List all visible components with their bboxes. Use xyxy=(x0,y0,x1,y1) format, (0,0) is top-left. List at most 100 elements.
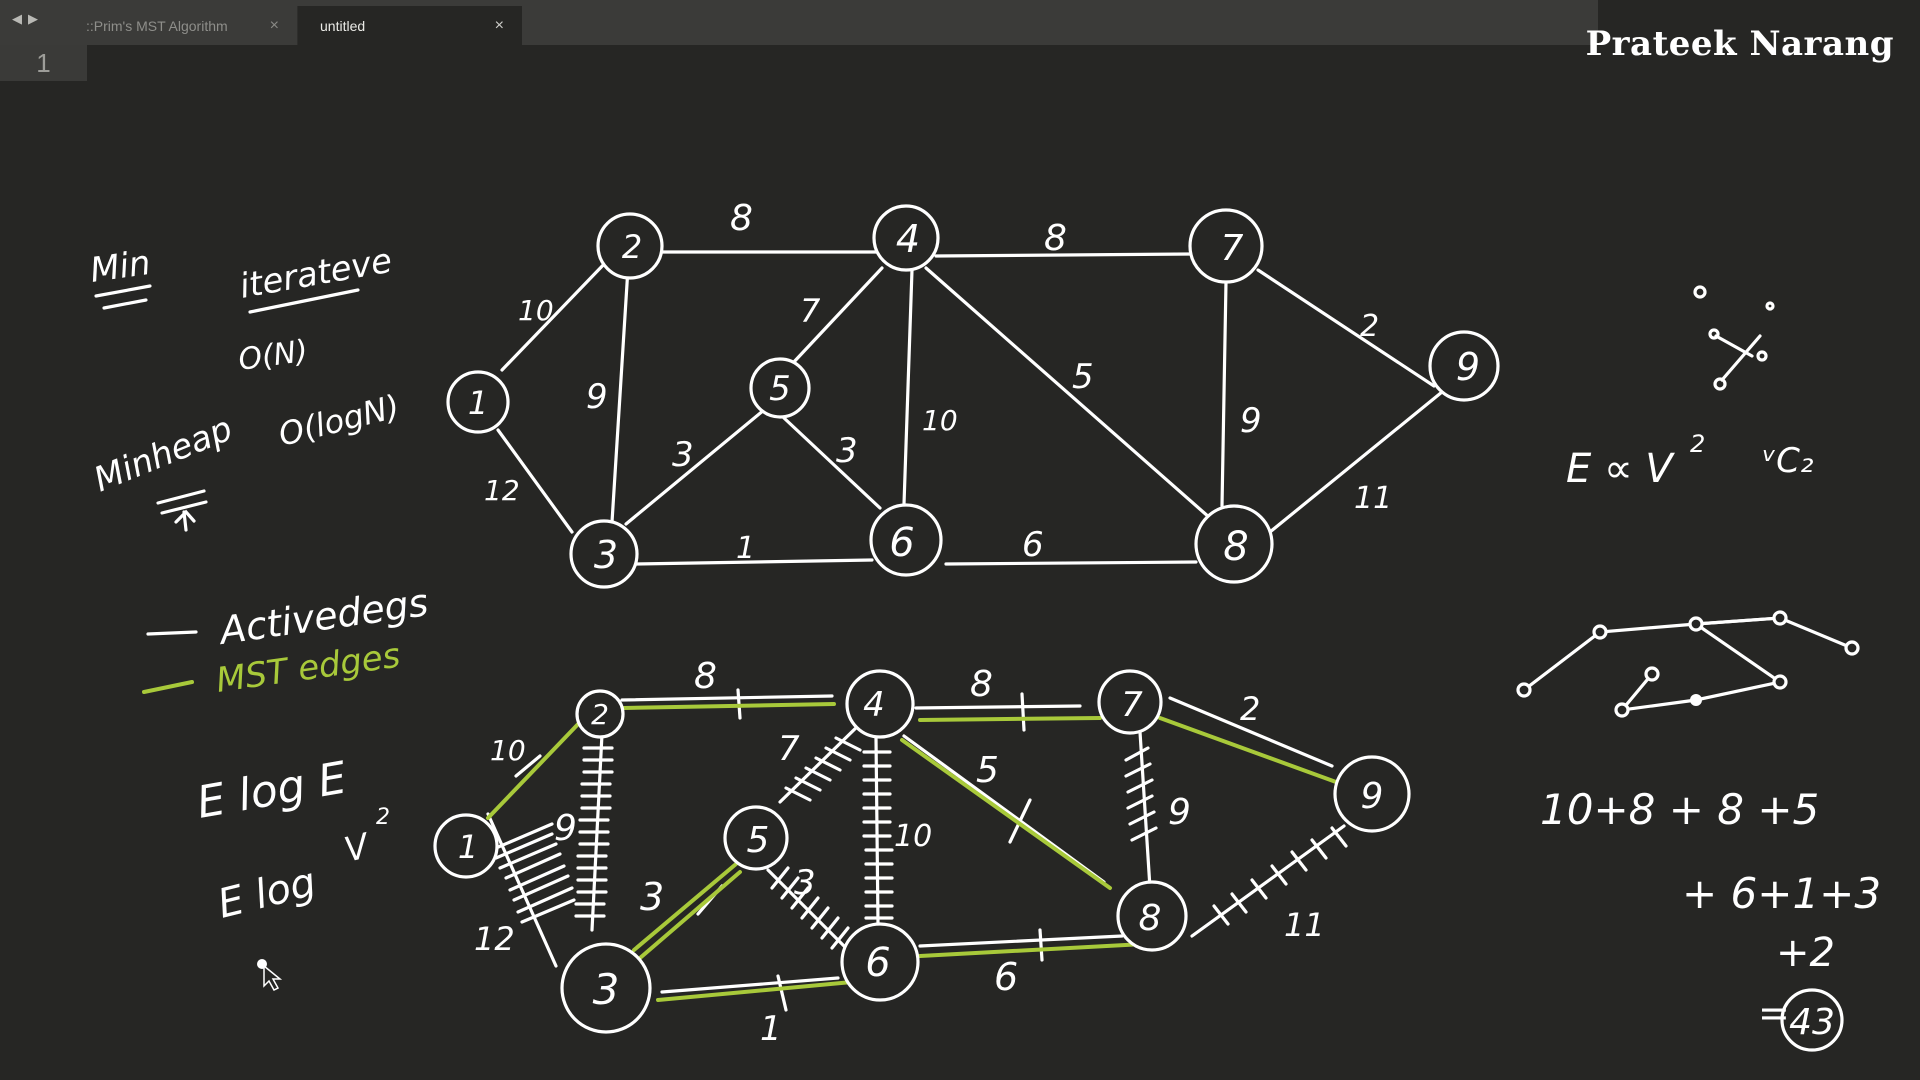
bottom-mst-edge-3-6 xyxy=(656,980,854,1002)
note-o-n: O(N) xyxy=(236,334,310,378)
bottom-edge-1-3 xyxy=(486,812,558,968)
top-edge-5-6 xyxy=(782,416,882,510)
bottom-edge-5-6 xyxy=(766,868,848,950)
tab-prims-mst-algorithm[interactable]: ::Prim's MST Algorithm × xyxy=(64,6,298,45)
bottom-edge-2-3-crossouts xyxy=(574,746,614,918)
bottom-edge-2-4-white xyxy=(620,694,834,702)
legend-active-line xyxy=(146,630,198,636)
bottom-node-3: 3 xyxy=(560,942,652,1034)
top-node-7-label: 7 xyxy=(1221,228,1244,269)
bottom-edge-6-8-white xyxy=(918,934,1124,948)
top-weight-3-6: 1 xyxy=(736,531,755,566)
bottom-node-9: 9 xyxy=(1333,755,1411,833)
top-weight-7-8: 9 xyxy=(1240,401,1262,441)
top-weight-2-4: 8 xyxy=(730,198,753,239)
note-minheap: Minheap xyxy=(88,409,238,500)
bottom-node-9-label: 9 xyxy=(1361,776,1384,817)
complexity-notes: Min iterateve O(N) Minheap O(logN) Activ… xyxy=(88,241,431,991)
bottom-weight-7-9: 2 xyxy=(1240,690,1260,728)
top-edge-7-8 xyxy=(1220,280,1228,508)
note-e-log-v-exponent: 2 xyxy=(376,805,390,830)
note-o-logn: O(logN) xyxy=(275,387,403,454)
top-edge-4-6 xyxy=(902,268,914,506)
note-e-log: E log xyxy=(213,859,320,928)
tab-untitled[interactable]: untitled × xyxy=(298,6,522,45)
nav-back-icon[interactable]: ◀ xyxy=(12,11,28,26)
top-node-2: 2 xyxy=(596,212,664,280)
bottom-edge-3-6-white xyxy=(660,976,840,994)
sum-line-1: 10+8 + 8 +5 xyxy=(1540,785,1819,834)
top-edge-3-6 xyxy=(634,558,874,566)
top-weight-3-5: 3 xyxy=(672,435,694,475)
close-icon[interactable]: × xyxy=(269,16,279,34)
legend-active-edges: Activedegs xyxy=(214,580,431,653)
top-edge-4-5 xyxy=(790,266,884,366)
presenter-name: Prateek Narang xyxy=(1585,24,1894,64)
top-edge-4-8 xyxy=(924,266,1212,520)
top-weight-6-8: 6 xyxy=(1022,525,1044,565)
bottom-mst-edge-4-8 xyxy=(900,738,1112,890)
top-weight-4-7: 8 xyxy=(1044,218,1067,259)
bottom-edge-4-8-tick xyxy=(1008,798,1032,844)
tab-bar: ◀▶ ::Prim's MST Algorithm × untitled × xyxy=(0,0,1598,45)
top-node-5: 5 xyxy=(749,357,811,419)
nav-forward-icon[interactable]: ▶ xyxy=(28,11,44,26)
bottom-mst-edge-4-7 xyxy=(918,716,1102,722)
bottom-node-2-label: 2 xyxy=(591,698,609,731)
top-node-8: 8 xyxy=(1194,504,1274,584)
sum-equals: = xyxy=(1758,991,1790,1035)
bottom-node-2: 2 xyxy=(575,689,625,739)
bottom-graph: 10 12 8 9 3 1 7 3 10 8 5 6 9 2 11 1 2 3 … xyxy=(433,656,1411,1049)
top-weight-8-9: 11 xyxy=(1354,481,1392,516)
bottom-weight-1-2: 10 xyxy=(490,734,526,767)
top-weight-4-8: 5 xyxy=(1072,357,1094,397)
bottom-edge-1-3-crossouts xyxy=(494,822,576,924)
bottom-node-1-label: 1 xyxy=(458,828,478,866)
legend-mst-line xyxy=(142,680,194,694)
top-node-6-label: 6 xyxy=(889,520,914,566)
top-node-9-label: 9 xyxy=(1456,345,1480,389)
top-node-8-label: 8 xyxy=(1223,524,1248,570)
tab-nav-arrows[interactable]: ◀▶ xyxy=(12,11,44,27)
bottom-weight-6-8: 6 xyxy=(994,955,1018,999)
top-weight-2-3: 9 xyxy=(586,377,608,417)
top-weight-5-6: 3 xyxy=(836,431,858,471)
bottom-weight-4-8: 5 xyxy=(976,750,999,791)
bottom-weight-8-9: 11 xyxy=(1284,906,1325,944)
bottom-node-5-label: 5 xyxy=(747,820,770,861)
note-min: Min xyxy=(88,243,153,291)
bottom-edge-7-9 xyxy=(1168,696,1334,768)
top-node-4-label: 4 xyxy=(896,217,920,261)
tab-label: ::Prim's MST Algorithm xyxy=(86,17,228,34)
top-weight-1-2: 10 xyxy=(518,294,554,327)
mouse-cursor-icon xyxy=(263,964,283,991)
bottom-edge-4-5-crossouts xyxy=(784,736,862,802)
bottom-weight-4-6: 10 xyxy=(894,819,932,854)
top-node-1-label: 1 xyxy=(468,384,488,422)
top-weight-4-5: 7 xyxy=(800,292,821,330)
bottom-weight-2-3: 9 xyxy=(554,808,577,849)
bottom-node-7-label: 7 xyxy=(1121,685,1143,725)
bottom-edge-4-7-white xyxy=(914,704,1082,710)
top-edge-1-3 xyxy=(496,428,574,534)
tab-label: untitled xyxy=(320,17,366,34)
note-e-proportional: E ∝ V xyxy=(1566,446,1675,492)
bottom-node-1: 1 xyxy=(433,813,499,879)
sum-total: 43 xyxy=(1789,1002,1835,1043)
close-icon[interactable]: × xyxy=(494,16,504,34)
bottom-node-4: 4 xyxy=(845,669,915,739)
bottom-node-7: 7 xyxy=(1097,669,1163,735)
bottom-edge-4-6-crossouts xyxy=(862,750,894,920)
top-weight-7-9: 2 xyxy=(1360,309,1379,344)
note-minheap-mark xyxy=(156,489,208,532)
bottom-edge-1-2-tick xyxy=(514,754,542,778)
bottom-edge-8-9-crossouts xyxy=(1212,826,1348,926)
bottom-edge-7-8-crossouts xyxy=(1124,746,1158,842)
right-notes: E ∝ V 2 ᵛC₂ 10+8 + 8 +5 + 6+1+3 +2 = 43 xyxy=(1516,285,1881,1052)
bottom-edge-3-6-tick xyxy=(776,974,788,1012)
bottom-edge-7-8 xyxy=(1138,730,1152,890)
top-weight-4-6: 10 xyxy=(922,404,958,437)
bottom-node-6: 6 xyxy=(840,922,920,1002)
top-graph: 10 12 8 9 3 1 7 3 10 8 5 6 9 2 11 1 2 3 … xyxy=(446,198,1500,589)
